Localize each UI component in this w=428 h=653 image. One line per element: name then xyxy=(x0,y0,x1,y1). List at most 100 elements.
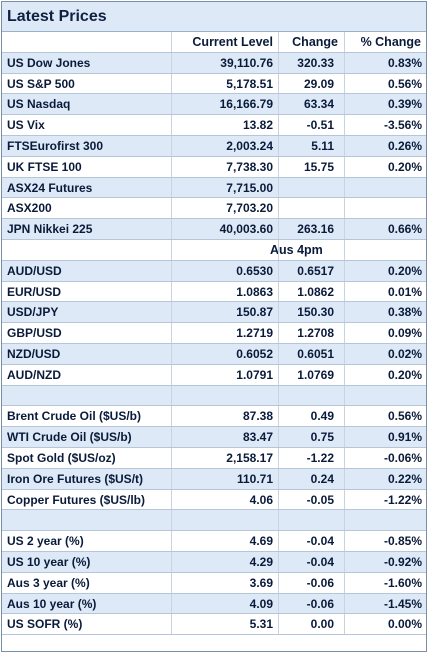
table-row: Aus 10 year (%) 4.09 -0.06 -1.45% xyxy=(2,593,426,615)
column-divider xyxy=(278,343,279,364)
row-pct-change: 0.91% xyxy=(387,430,422,445)
table-row: US Nasdaq 16,166.79 63.34 0.39% xyxy=(2,94,426,116)
row-name: UK FTSE 100 xyxy=(7,159,82,174)
row-pct-change: 0.39% xyxy=(387,97,422,112)
column-divider xyxy=(344,156,345,177)
column-divider xyxy=(344,364,345,385)
row-name: USD/JPY xyxy=(7,305,59,320)
row-name: Aus 10 year (%) xyxy=(7,596,97,611)
column-divider xyxy=(344,468,345,489)
table-row: US 10 year (%) 4.29 -0.04 -0.92% xyxy=(2,551,426,573)
column-divider xyxy=(278,32,279,52)
column-divider xyxy=(171,385,172,406)
column-divider xyxy=(278,427,279,447)
row-current-level: 7,738.30 xyxy=(226,159,273,174)
row-change: 0.49 xyxy=(310,409,334,424)
column-divider xyxy=(278,302,279,323)
table-row: AUD/USD 0.6530 0.6517 0.20% xyxy=(2,260,426,282)
row-current-level: 4.06 xyxy=(249,492,273,507)
row-pct-change: 0.02% xyxy=(387,346,422,361)
column-divider xyxy=(344,510,345,531)
row-name: NZD/USD xyxy=(7,346,61,361)
row-pct-change: -1.22% xyxy=(383,492,422,507)
table-row: EUR/USD 1.0863 1.0862 0.01% xyxy=(2,281,426,303)
column-divider xyxy=(278,115,279,135)
row-current-level: 1.2719 xyxy=(236,326,273,341)
column-divider xyxy=(278,385,279,406)
row-name: Copper Futures ($US/lb) xyxy=(7,492,146,507)
column-divider xyxy=(278,135,279,156)
column-divider xyxy=(171,551,172,572)
row-change: 263.16 xyxy=(297,222,334,237)
row-change: -0.06 xyxy=(306,575,334,590)
column-divider xyxy=(344,281,345,302)
column-divider xyxy=(171,177,172,198)
row-name: Brent Crude Oil ($US/b) xyxy=(7,409,142,424)
row-current-level: 3.69 xyxy=(249,575,273,590)
column-divider xyxy=(171,406,172,427)
row-current-level: 150.87 xyxy=(236,305,273,320)
row-name: ASX200 xyxy=(7,201,52,216)
column-divider xyxy=(278,614,279,635)
row-pct-change: -1.60% xyxy=(383,575,422,590)
row-change: 150.30 xyxy=(297,305,334,320)
row-change: 0.75 xyxy=(310,430,334,445)
column-divider xyxy=(171,489,172,510)
column-divider xyxy=(344,323,345,343)
column-header-current-level: Current Level xyxy=(192,35,273,49)
column-divider xyxy=(171,302,172,323)
row-change: 0.6051 xyxy=(297,346,334,361)
column-divider xyxy=(278,593,279,614)
column-divider xyxy=(278,198,279,219)
row-pct-change: -0.92% xyxy=(383,554,422,569)
column-divider xyxy=(278,572,279,593)
row-name: ASX24 Futures xyxy=(7,180,93,195)
row-name: Iron Ore Futures ($US/t) xyxy=(7,471,144,486)
table-row: NZD/USD 0.6052 0.6051 0.02% xyxy=(2,343,426,365)
column-divider xyxy=(171,73,172,94)
column-divider xyxy=(344,239,345,260)
row-pct-change: 0.83% xyxy=(387,55,422,70)
table-row: US SOFR (%) 5.31 0.00 0.00% xyxy=(2,614,426,636)
column-divider xyxy=(344,302,345,323)
column-divider xyxy=(278,219,279,239)
column-header-row: Current Level Change % Change xyxy=(2,32,426,53)
row-current-level: 7,703.20 xyxy=(226,201,273,216)
column-divider xyxy=(344,32,345,52)
row-pct-change: -0.85% xyxy=(383,534,422,549)
column-divider xyxy=(278,447,279,468)
row-pct-change: -3.56% xyxy=(383,118,422,133)
table-row: US 2 year (%) 4.69 -0.04 -0.85% xyxy=(2,531,426,552)
row-pct-change: 0.22% xyxy=(387,471,422,486)
column-divider xyxy=(344,94,345,115)
column-divider xyxy=(278,406,279,427)
column-divider xyxy=(344,385,345,406)
row-current-level: 0.6530 xyxy=(236,263,273,278)
table-row: US Vix 13.82 -0.51 -3.56% xyxy=(2,115,426,136)
column-header-pct-change: % Change xyxy=(360,35,421,49)
row-name: US Vix xyxy=(7,118,45,133)
column-divider xyxy=(344,406,345,427)
row-pct-change: 0.00% xyxy=(387,617,422,632)
row-pct-change: -0.06% xyxy=(383,450,422,465)
row-change: -0.05 xyxy=(306,492,334,507)
column-divider xyxy=(278,156,279,177)
column-divider xyxy=(344,614,345,635)
column-divider xyxy=(344,219,345,239)
row-current-level: 2,158.17 xyxy=(226,450,273,465)
row-change: 1.2708 xyxy=(297,326,334,341)
column-divider xyxy=(278,531,279,551)
table-row: UK FTSE 100 7,738.30 15.75 0.20% xyxy=(2,156,426,178)
column-divider xyxy=(171,614,172,635)
row-change: 15.75 xyxy=(303,159,334,174)
row-current-level: 7,715.00 xyxy=(226,180,273,195)
column-divider xyxy=(171,156,172,177)
column-divider xyxy=(171,531,172,551)
table-row: JPN Nikkei 225 40,003.60 263.16 0.66% xyxy=(2,219,426,240)
column-divider xyxy=(171,52,172,73)
column-divider xyxy=(344,489,345,510)
column-divider xyxy=(344,427,345,447)
row-change: -0.04 xyxy=(306,554,334,569)
row-change: -0.51 xyxy=(306,118,334,133)
row-current-level: 4.29 xyxy=(249,554,273,569)
